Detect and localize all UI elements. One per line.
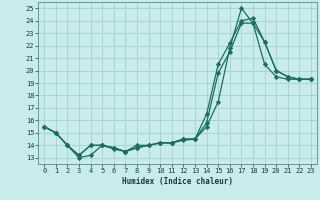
- X-axis label: Humidex (Indice chaleur): Humidex (Indice chaleur): [122, 177, 233, 186]
